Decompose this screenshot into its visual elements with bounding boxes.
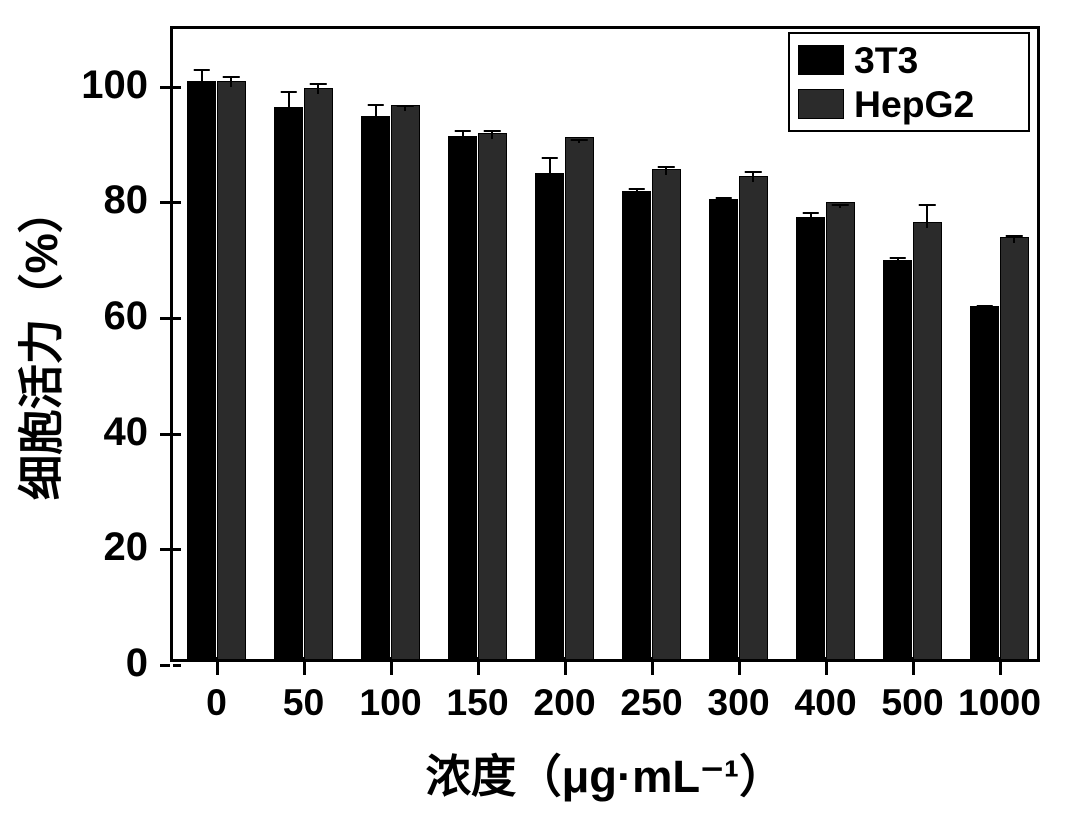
bar bbox=[274, 107, 304, 659]
legend-text: HepG2 bbox=[854, 83, 974, 126]
error-bar bbox=[448, 130, 478, 142]
y-tick-mark-inner bbox=[173, 433, 181, 436]
error-bar bbox=[187, 69, 217, 86]
y-tick-mark-inner bbox=[173, 317, 181, 320]
y-tick-mark-inner bbox=[173, 86, 181, 89]
x-tick-label: 300 bbox=[695, 681, 782, 724]
error-bar bbox=[478, 130, 508, 139]
x-axis-label: 浓度（μg·mL⁻¹） bbox=[355, 740, 855, 806]
bar bbox=[622, 191, 652, 659]
bar bbox=[361, 116, 391, 659]
y-tick-label: 20 bbox=[104, 525, 149, 570]
bar bbox=[304, 88, 334, 659]
bar bbox=[187, 81, 217, 659]
y-tick-mark-inner bbox=[173, 201, 181, 204]
bar bbox=[709, 199, 739, 659]
error-bar bbox=[535, 157, 565, 179]
x-tick-mark bbox=[303, 665, 306, 675]
x-tick-label: 500 bbox=[869, 681, 956, 724]
x-tick-mark bbox=[999, 665, 1002, 675]
x-tick-label: 250 bbox=[608, 681, 695, 724]
x-tick-mark bbox=[477, 665, 480, 675]
error-bar bbox=[796, 212, 826, 222]
bar bbox=[796, 217, 826, 659]
y-tick-mark bbox=[160, 664, 170, 667]
error-bar bbox=[826, 204, 856, 209]
bar bbox=[478, 133, 508, 659]
error-bar bbox=[739, 171, 769, 183]
y-tick-mark-inner bbox=[173, 664, 181, 667]
bar bbox=[448, 136, 478, 659]
y-tick-mark bbox=[160, 548, 170, 551]
bar bbox=[739, 176, 769, 659]
y-tick-mark-inner bbox=[173, 548, 181, 551]
bar bbox=[970, 306, 1000, 659]
x-tick-label: 150 bbox=[434, 681, 521, 724]
legend-row: HepG2 bbox=[798, 82, 1020, 126]
x-tick-mark bbox=[825, 665, 828, 675]
error-bar bbox=[361, 104, 391, 121]
x-tick-label: 100 bbox=[347, 681, 434, 724]
bar bbox=[565, 137, 595, 659]
error-bar bbox=[1000, 235, 1030, 243]
bar bbox=[652, 169, 682, 659]
figure: 细胞活力（%） 浓度（μg·mL⁻¹） 02040608010005010015… bbox=[0, 0, 1078, 839]
legend-row: 3T3 bbox=[798, 38, 1020, 82]
legend-swatch bbox=[798, 45, 844, 75]
x-tick-mark bbox=[564, 665, 567, 675]
x-tick-mark bbox=[738, 665, 741, 675]
y-tick-label: 60 bbox=[104, 294, 149, 339]
error-bar bbox=[622, 188, 652, 197]
error-bar bbox=[970, 305, 1000, 313]
bar bbox=[391, 105, 421, 659]
error-bar bbox=[217, 76, 247, 86]
y-tick-label: 0 bbox=[126, 641, 148, 686]
x-tick-label: 50 bbox=[260, 681, 347, 724]
bar bbox=[826, 202, 856, 659]
bar bbox=[217, 81, 247, 659]
y-tick-mark bbox=[160, 201, 170, 204]
bar bbox=[913, 222, 943, 659]
legend: 3T3HepG2 bbox=[788, 32, 1030, 132]
error-bar bbox=[883, 257, 913, 266]
x-tick-label: 0 bbox=[173, 681, 260, 724]
x-tick-label: 200 bbox=[521, 681, 608, 724]
y-tick-label: 100 bbox=[81, 63, 148, 108]
error-bar bbox=[304, 83, 334, 93]
x-tick-label: 1000 bbox=[956, 681, 1043, 724]
y-tick-mark bbox=[160, 86, 170, 89]
x-tick-mark bbox=[390, 665, 393, 675]
error-bar bbox=[391, 105, 421, 111]
x-tick-label: 400 bbox=[782, 681, 869, 724]
legend-swatch bbox=[798, 89, 844, 119]
bar bbox=[535, 173, 565, 659]
y-tick-mark bbox=[160, 433, 170, 436]
error-bar bbox=[913, 204, 943, 229]
error-bar bbox=[652, 166, 682, 175]
y-axis-label: 细胞活力（%） bbox=[5, 26, 71, 662]
y-tick-label: 40 bbox=[104, 410, 149, 455]
bar bbox=[883, 260, 913, 659]
error-bar bbox=[709, 197, 739, 206]
error-bar bbox=[274, 91, 304, 113]
x-tick-mark bbox=[216, 665, 219, 675]
legend-text: 3T3 bbox=[854, 39, 918, 82]
y-tick-label: 80 bbox=[104, 178, 149, 223]
bar bbox=[1000, 237, 1030, 659]
y-tick-mark bbox=[160, 317, 170, 320]
x-tick-mark bbox=[912, 665, 915, 675]
x-tick-mark bbox=[651, 665, 654, 675]
error-bar bbox=[565, 139, 595, 144]
